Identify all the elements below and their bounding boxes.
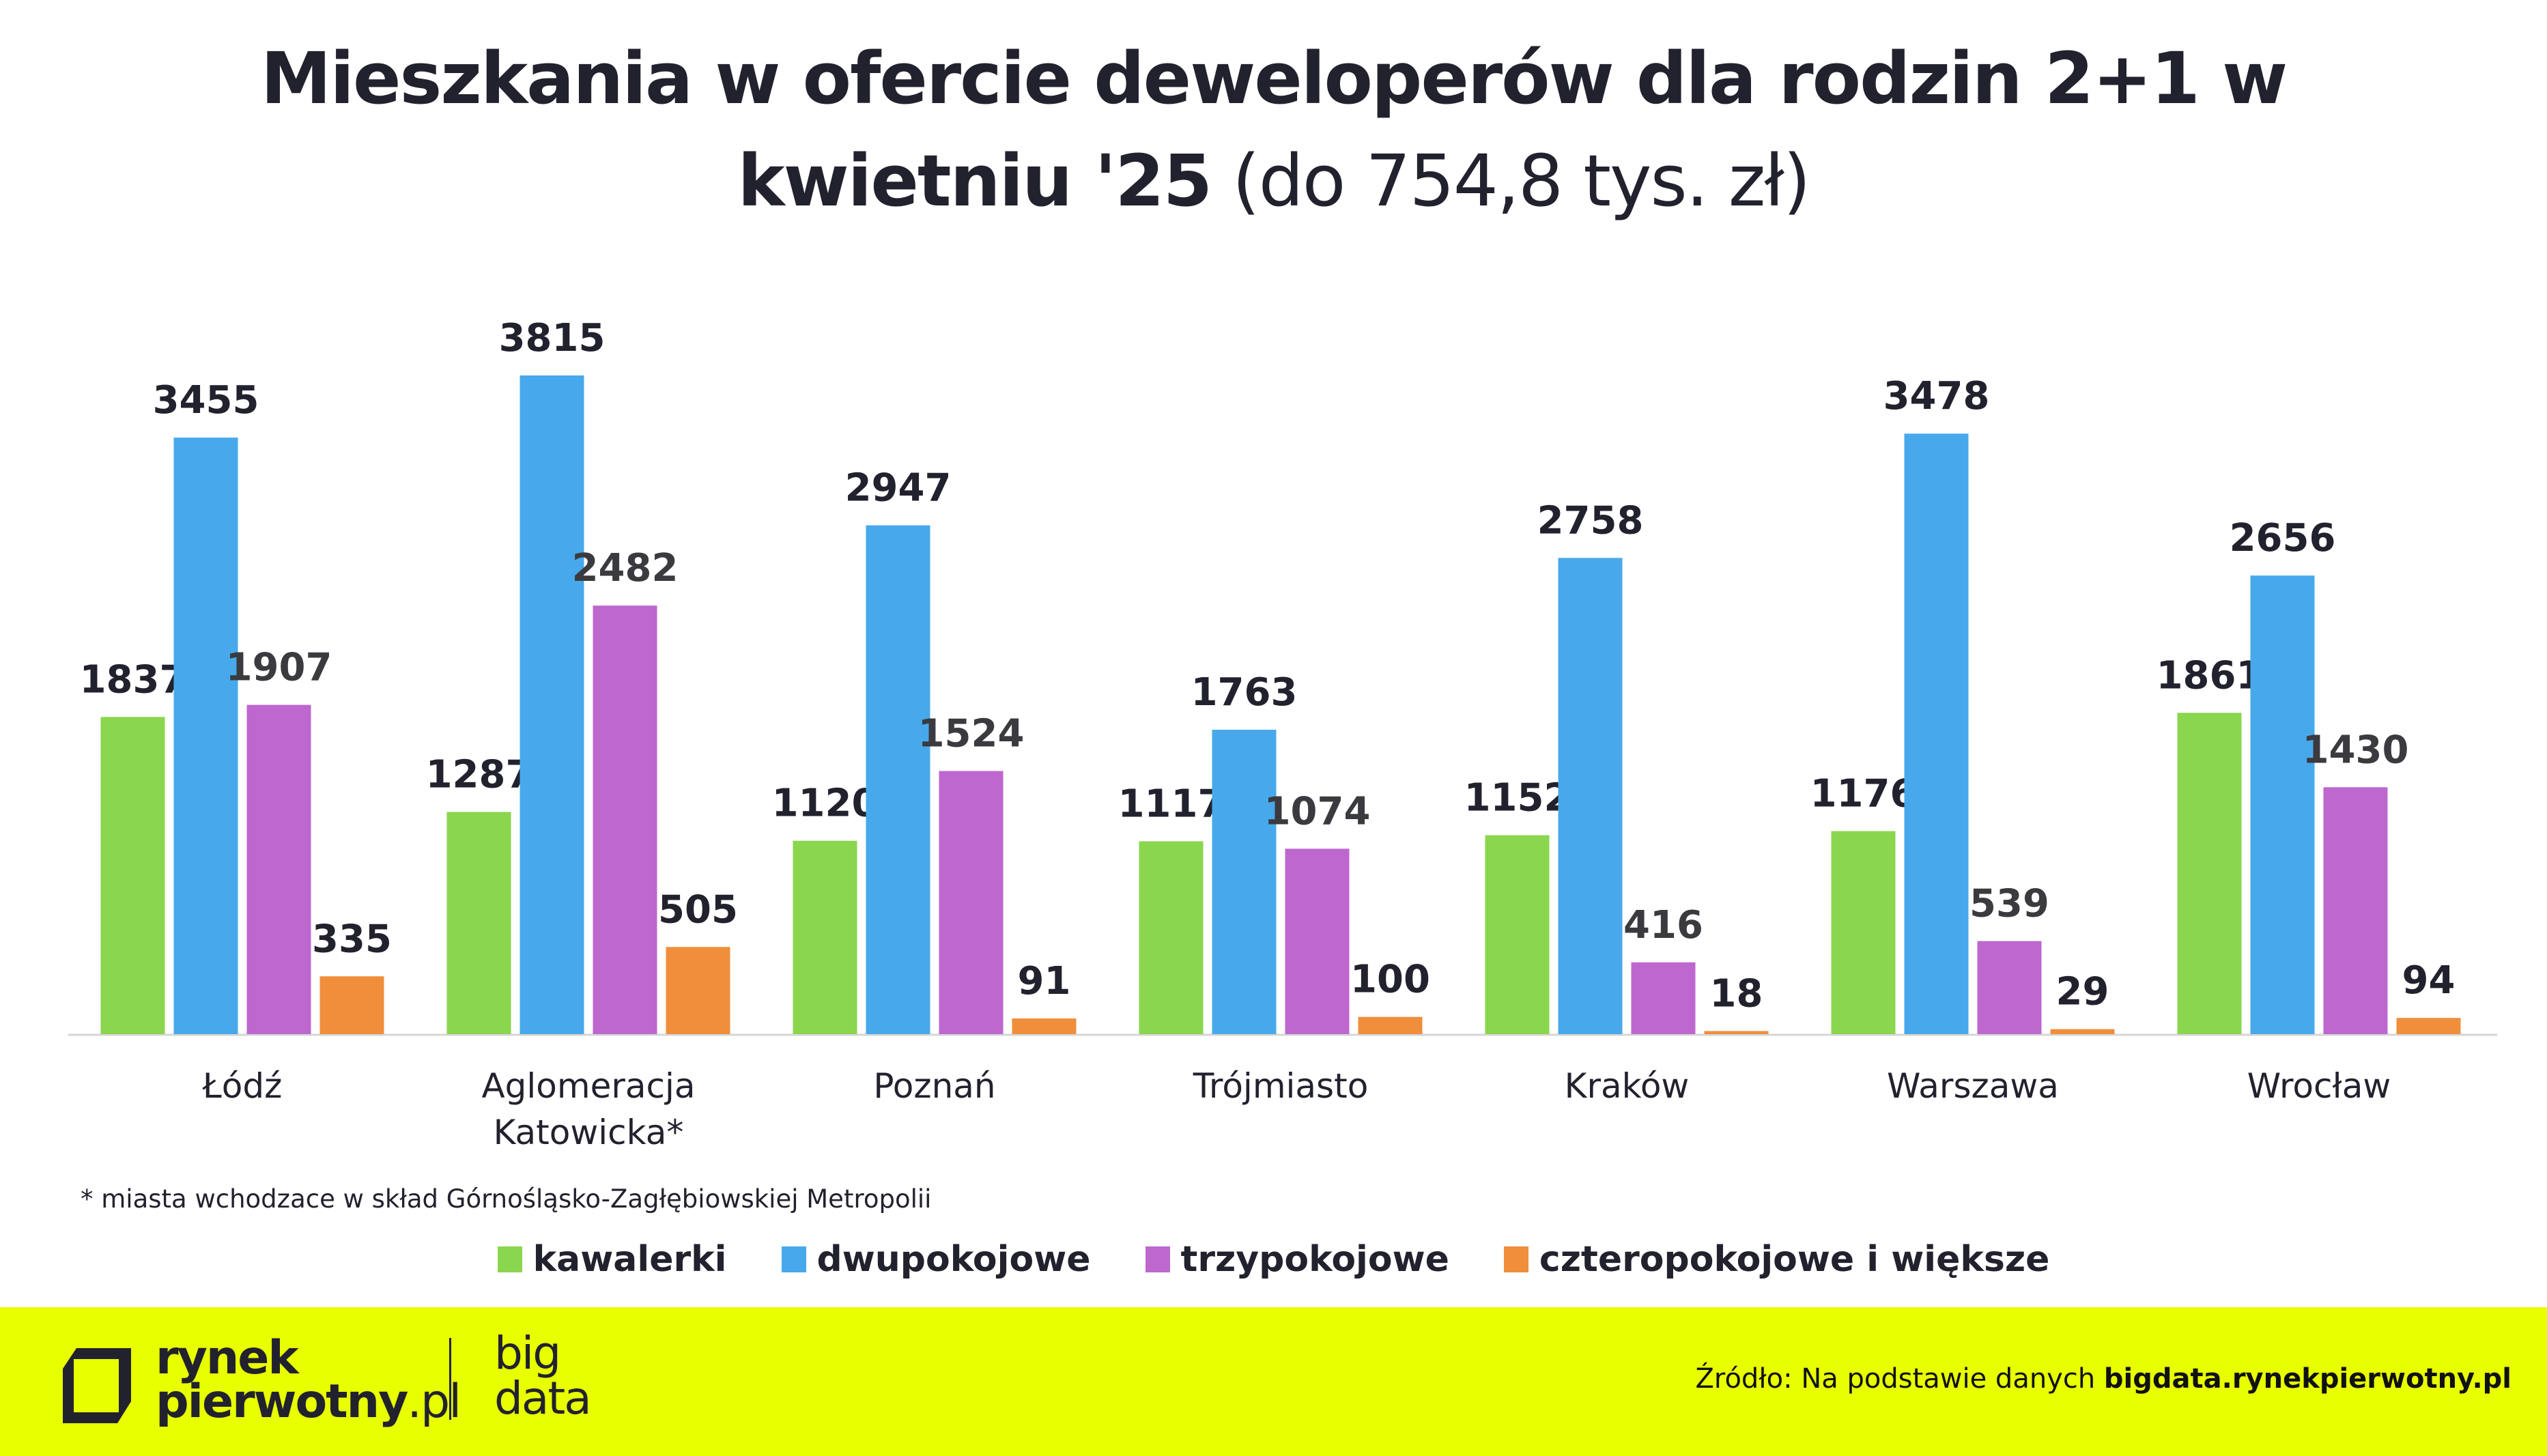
rynekpierwotny-logo: rynek pierwotny.pl [156,1331,461,1425]
bar [173,438,238,1034]
data-label: 505 [658,887,738,932]
bigdata-logo: big data [494,1327,592,1425]
bar [1139,841,1204,1034]
legend-label: trzypokojowe [1180,1239,1449,1280]
title-line-1: Mieszkania w ofercie deweloperów dla rod… [260,37,2288,120]
bar [1212,730,1277,1034]
bar [1285,848,1350,1034]
category-label: Łódź [202,1066,283,1106]
bar [1904,433,1969,1034]
data-label: 416 [1623,903,1703,947]
category-label: Poznań [873,1066,995,1106]
data-label: 2656 [2230,516,2336,560]
logo-suffix: .pl [407,1375,461,1429]
data-label: 91 [1018,959,1071,1003]
data-label: 1430 [2303,728,2409,772]
data-label: 1763 [1191,670,1298,715]
bar [520,375,584,1034]
data-label: 2947 [845,466,952,511]
bar [1012,1018,1077,1034]
category-label: Wrocław [2247,1066,2391,1106]
bar [1558,558,1623,1034]
bar [1831,831,1896,1034]
category-label: Aglomeracja [481,1066,695,1106]
data-label: 1176 [1810,772,1917,816]
bar [793,840,857,1034]
data-label: 3478 [1883,374,1990,418]
legend-swatch [497,1246,522,1272]
rynekpierwotny-logo-icon [63,1348,131,1423]
footnote: * miasta wchodzace w skład Górnośląsko-Z… [81,1184,932,1214]
category-label: Trójmiasto [1193,1066,1369,1106]
bar [1704,1031,1769,1034]
data-label: 3815 [499,316,606,360]
category-label: Kraków [1565,1066,1690,1106]
legend-item: czteropokojowe i większe [1503,1239,2050,1280]
data-label: 539 [1969,882,2049,926]
legend-swatch [1145,1246,1170,1272]
legend-label: dwupokojowe [816,1239,1091,1280]
data-label: 1117 [1118,782,1225,826]
data-label: 1837 [80,657,186,702]
data-label: 1907 [226,646,332,690]
data-label: 1861 [2157,653,2263,698]
bar [1977,941,2042,1034]
bar [1358,1016,1423,1034]
data-label: 18 [1710,971,1763,1016]
data-label: 335 [312,917,392,961]
legend-swatch [1503,1246,1528,1272]
bar [593,605,657,1034]
legend-label: czteropokojowe i większe [1539,1239,2050,1280]
bar [2396,1018,2461,1034]
bar [1631,962,1696,1034]
bar [446,812,511,1034]
data-label: 3455 [153,378,259,423]
data-label: 2758 [1537,498,1644,543]
bar [2250,575,2315,1034]
bigdata-line-1: big [494,1327,561,1380]
bar [2323,787,2388,1034]
legend-item: trzypokojowe [1145,1239,1449,1280]
title-line-2-bold: kwietniu '25 [737,139,1212,223]
legend-label: kawalerki [532,1239,727,1280]
data-label: 94 [2402,958,2456,1003]
data-label: 1152 [1464,776,1571,820]
bar [939,771,1004,1034]
data-label: 100 [1350,958,1430,1002]
data-label: 2482 [572,546,679,590]
title-line-2-normal: (do 754,8 tys. zł) [1211,139,1810,223]
category-label: Katowicka* [494,1113,684,1152]
data-label: 1074 [1264,789,1371,833]
category-label: Warszawa [1887,1066,2059,1106]
bar [866,525,930,1034]
bar [1485,835,1550,1034]
data-label: 1524 [918,712,1025,756]
chart-title: Mieszkania w ofercie deweloperów dla rod… [0,27,2547,232]
logo-line-1: rynek [156,1331,299,1385]
bigdata-line-2: data [494,1372,592,1425]
data-label: 1120 [772,782,879,826]
source-prefix: Źródło: Na podstawie danych [1695,1363,2104,1395]
data-label: 1287 [426,752,532,797]
logo-line-2: pierwotny [156,1375,408,1429]
legend-item: dwupokojowe [781,1239,1091,1280]
source-link[interactable]: bigdata.rynekpierwotny.pl [2103,1363,2512,1395]
legend-item: kawalerki [497,1239,727,1280]
bar [319,976,384,1034]
bar [2050,1029,2115,1034]
legend: kawalerki dwupokojowe trzypokojowe czteropo… [0,1239,2547,1280]
bar [666,947,730,1034]
data-label: 29 [2056,970,2109,1014]
bar-chart: 1837 3455 1907 335 Łódź 1287 3815 2482 505 Aglome… [68,316,2497,1152]
bar [100,717,165,1034]
footer-banner [0,1307,2547,1456]
legend-swatch [781,1246,806,1272]
bar [2177,713,2242,1034]
bar [246,704,311,1034]
source-note: Źródło: Na podstawie danych bigdata.ryne… [1695,1363,2512,1395]
logo-divider [449,1338,451,1420]
